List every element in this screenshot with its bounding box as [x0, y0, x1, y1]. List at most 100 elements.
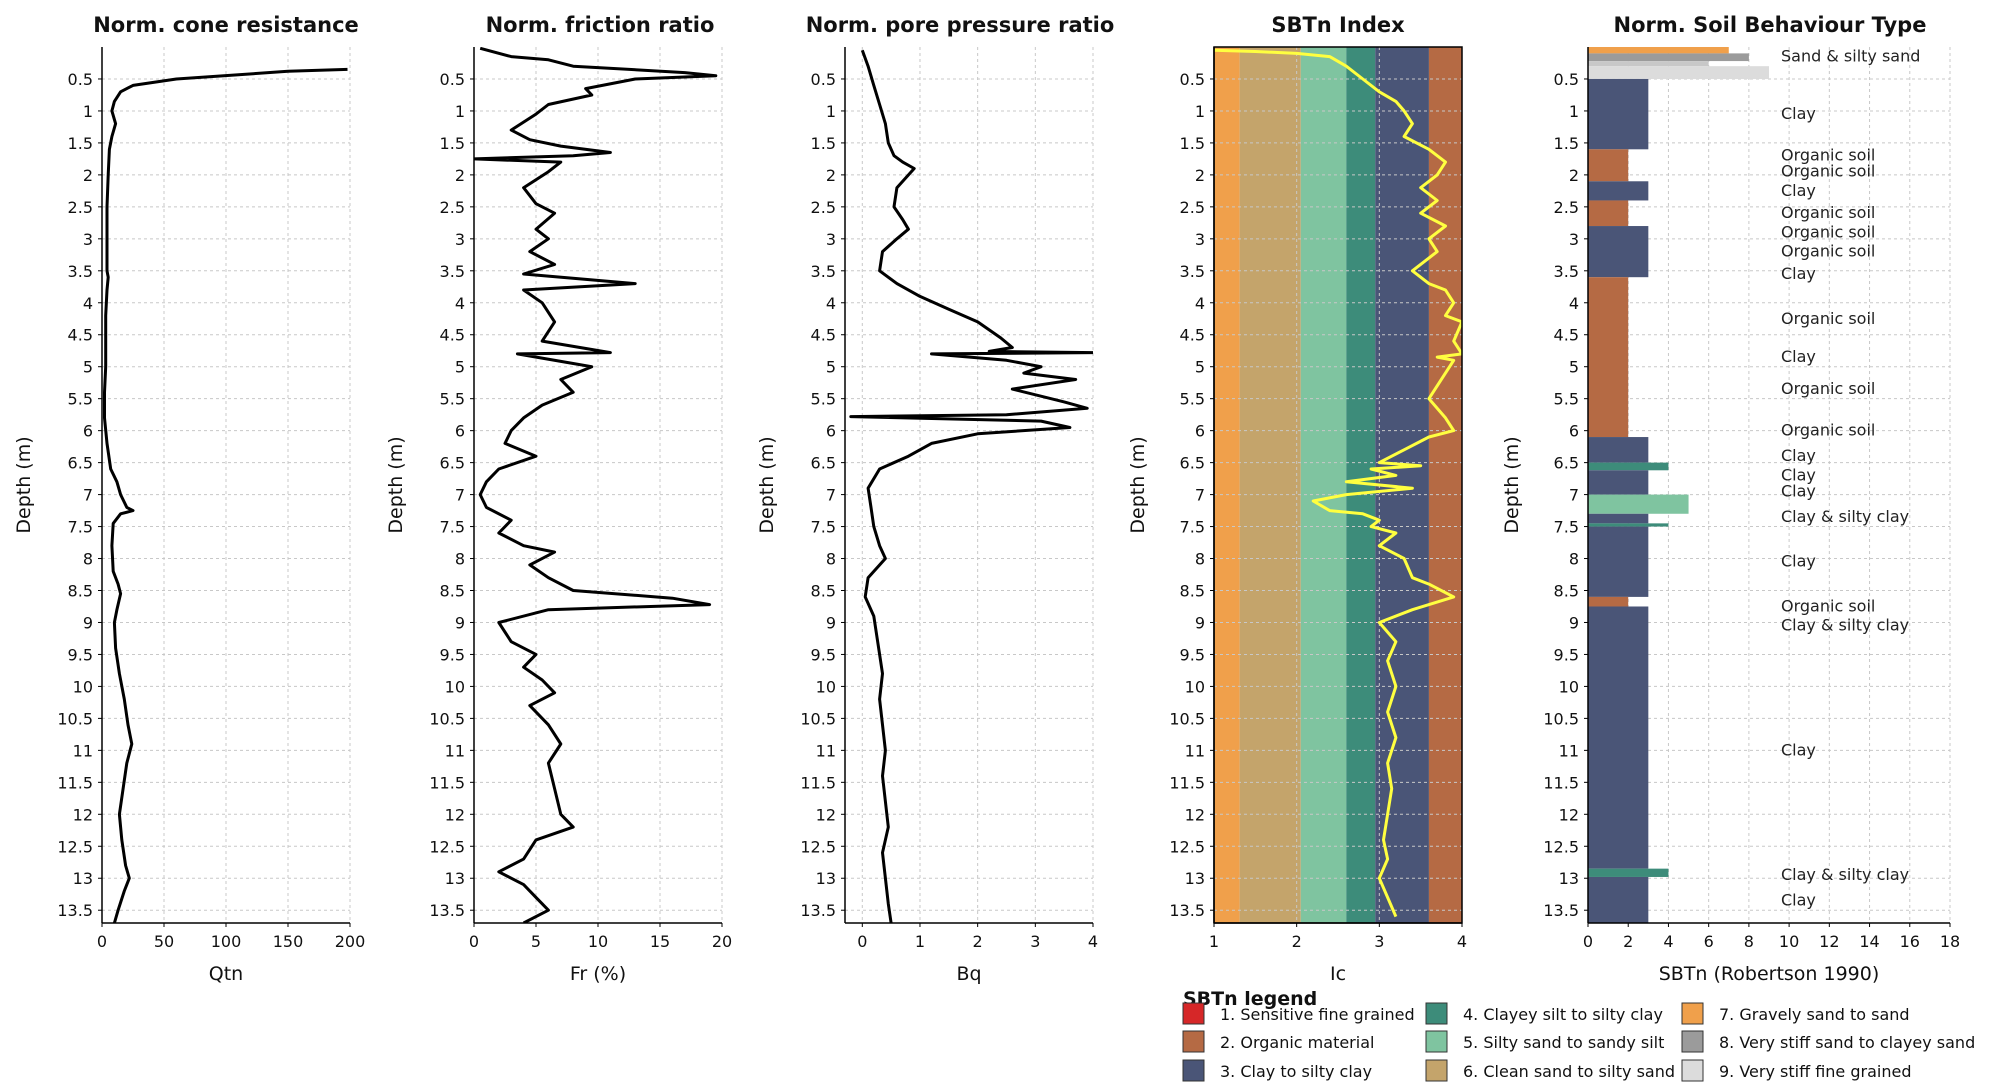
- soil-type-label: Clay: [1781, 264, 1816, 283]
- y-tick-label: 5.5: [1180, 390, 1205, 409]
- y-tick-label: 9.5: [1180, 645, 1205, 664]
- y-tick-label: 13.5: [57, 901, 93, 920]
- x-tick-label: 10: [1779, 932, 1799, 951]
- legend-label: 6. Clean sand to silty sand: [1463, 1062, 1675, 1081]
- x-tick-label: 16: [1900, 932, 1920, 951]
- chart-title: Norm. pore pressure ratio: [806, 13, 1115, 37]
- legend-swatch: [1425, 1030, 1448, 1053]
- y-tick-label: 7.5: [1554, 518, 1579, 537]
- y-tick-label: 13: [1185, 869, 1205, 888]
- chart-panel-1: 0.511.522.533.544.555.566.577.588.599.51…: [13, 13, 365, 985]
- y-tick-label: 12: [1185, 805, 1205, 824]
- y-axis-title: Depth (m): [13, 436, 35, 533]
- y-tick-label: 4.5: [811, 326, 836, 345]
- y-tick-label: 1: [826, 102, 836, 121]
- y-tick-label: 4.5: [1554, 326, 1579, 345]
- chart-panel-3: 0.511.522.533.544.555.566.577.588.599.51…: [756, 13, 1114, 985]
- chart-title: Norm. Soil Behaviour Type: [1614, 13, 1927, 37]
- x-axis-title: Fr (%): [570, 963, 626, 985]
- y-tick-label: 13: [1559, 869, 1579, 888]
- y-tick-label: 6: [455, 422, 465, 441]
- x-axis-title: SBTn (Robertson 1990): [1659, 963, 1880, 985]
- y-tick-label: 8: [83, 550, 93, 569]
- x-tick-label: 12: [1819, 932, 1839, 951]
- y-tick-label: 5.5: [68, 390, 93, 409]
- y-tick-label: 3.5: [1554, 262, 1579, 281]
- y-tick-label: 9.5: [440, 645, 465, 664]
- legend-label: 7. Gravely sand to sand: [1719, 1005, 1910, 1024]
- y-tick-label: 12.5: [429, 837, 465, 856]
- legend-label: 5. Silty sand to sandy silt: [1463, 1033, 1664, 1052]
- soil-layer-bar: [1588, 462, 1669, 471]
- y-tick-label: 4: [1569, 294, 1579, 313]
- y-tick-label: 12: [445, 805, 465, 824]
- y-tick-label: 2: [826, 166, 836, 185]
- x-tick-label: 3: [1374, 932, 1384, 951]
- soil-type-label: Organic soil: [1781, 421, 1875, 440]
- soil-layer-bar: [1588, 47, 1729, 54]
- x-tick-label: 6: [1704, 932, 1714, 951]
- y-tick-label: 13.5: [1543, 901, 1579, 920]
- x-tick-label: 0: [1583, 932, 1593, 951]
- y-tick-label: 2: [83, 166, 93, 185]
- y-tick-label: 2: [1195, 166, 1205, 185]
- soil-type-label: Organic soil: [1781, 203, 1875, 222]
- x-tick-label: 4: [1457, 932, 1467, 951]
- y-tick-label: 11: [1559, 741, 1579, 760]
- y-tick-label: 1.5: [440, 134, 465, 153]
- x-tick-label: 150: [273, 932, 304, 951]
- y-tick-label: 0.5: [440, 70, 465, 89]
- sbt-zone-1: [1214, 47, 1240, 923]
- legend-swatch: [1182, 1002, 1205, 1025]
- y-tick-label: 5: [1569, 358, 1579, 377]
- y-tick-label: 7: [1195, 486, 1205, 505]
- chart-panel-2: 0.511.522.533.544.555.566.577.588.599.51…: [385, 13, 732, 985]
- x-tick-label: 2: [973, 932, 983, 951]
- soil-type-label: Clay: [1781, 181, 1816, 200]
- y-tick-label: 4.5: [1180, 326, 1205, 345]
- y-tick-label: 11: [445, 741, 465, 760]
- y-tick-label: 13: [73, 869, 93, 888]
- y-tick-label: 7: [826, 486, 836, 505]
- soil-layer-bar: [1588, 606, 1649, 869]
- profile-line: [474, 47, 718, 923]
- y-axis-title: Depth (m): [756, 436, 778, 533]
- legend-swatch: [1681, 1059, 1704, 1082]
- soil-layer-bar: [1588, 437, 1649, 463]
- y-tick-label: 4.5: [440, 326, 465, 345]
- y-tick-label: 5.5: [440, 390, 465, 409]
- y-tick-label: 10.5: [800, 709, 836, 728]
- y-axis-title: Depth (m): [1501, 436, 1523, 533]
- y-tick-label: 3: [83, 230, 93, 249]
- soil-layer-bar: [1588, 523, 1669, 527]
- y-tick-label: 0.5: [1554, 70, 1579, 89]
- y-tick-label: 4: [826, 294, 836, 313]
- x-axis-title: Bq: [956, 963, 981, 985]
- y-tick-label: 8.5: [811, 582, 836, 601]
- soil-type-label: Clay: [1781, 465, 1816, 484]
- y-tick-label: 5.5: [1554, 390, 1579, 409]
- legend-swatch: [1182, 1059, 1205, 1082]
- y-tick-label: 2.5: [811, 198, 836, 217]
- y-tick-label: 13: [816, 869, 836, 888]
- y-tick-label: 6: [826, 422, 836, 441]
- y-tick-label: 11.5: [800, 773, 836, 792]
- y-tick-label: 12.5: [800, 837, 836, 856]
- soil-type-label: Clay: [1781, 552, 1816, 571]
- y-tick-label: 1: [1569, 102, 1579, 121]
- x-tick-label: 10: [588, 932, 608, 951]
- x-axis-title: Ic: [1330, 963, 1346, 985]
- soil-layer-bar: [1588, 61, 1709, 67]
- ic-profile-line: [1214, 48, 1462, 918]
- y-tick-label: 9.5: [68, 645, 93, 664]
- soil-layer-bar: [1588, 526, 1649, 597]
- y-tick-label: 5: [455, 358, 465, 377]
- y-tick-label: 10: [445, 677, 465, 696]
- y-tick-label: 10.5: [1543, 709, 1579, 728]
- legend-swatch: [1681, 1030, 1704, 1053]
- y-axis-title: Depth (m): [1127, 436, 1149, 533]
- y-tick-label: 5.5: [811, 390, 836, 409]
- y-tick-label: 9: [1569, 613, 1579, 632]
- y-tick-label: 8.5: [68, 582, 93, 601]
- soil-type-label: Clay: [1781, 104, 1816, 123]
